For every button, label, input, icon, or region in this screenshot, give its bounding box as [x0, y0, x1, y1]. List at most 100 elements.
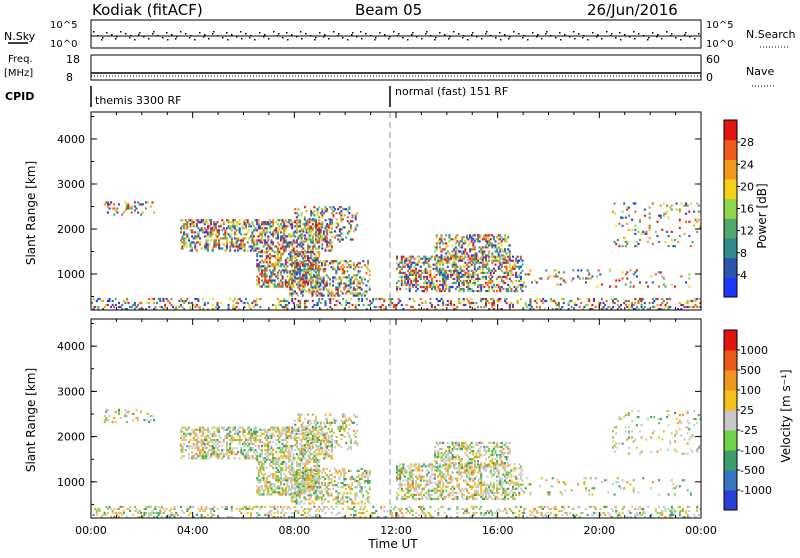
echo-cell — [614, 202, 616, 204]
echo-cell — [308, 270, 310, 272]
echo-cell — [239, 227, 241, 229]
echo-cell — [274, 483, 276, 485]
echo-cell — [321, 226, 323, 228]
echo-cell — [285, 469, 287, 471]
echo-cell — [259, 267, 261, 269]
echo-cell — [304, 288, 306, 290]
echo-cell — [549, 275, 551, 277]
echo-cell — [258, 235, 260, 237]
echo-cell — [316, 282, 318, 284]
echo-cell — [426, 278, 428, 280]
echo-cell — [318, 300, 320, 302]
echo-cell — [306, 277, 308, 279]
echo-cell — [239, 229, 241, 231]
echo-cell — [507, 262, 509, 264]
echo-cell — [520, 266, 522, 268]
echo-cell — [483, 286, 485, 288]
echo-cell — [267, 437, 269, 439]
echo-cell — [641, 300, 643, 302]
echo-cell — [134, 302, 136, 304]
echo-cell — [280, 483, 282, 485]
echo-cell — [291, 227, 293, 229]
echo-cell — [396, 268, 398, 270]
echo-cell — [223, 455, 225, 457]
echo-cell — [191, 247, 193, 249]
echo-cell — [506, 238, 508, 240]
echo-cell — [625, 273, 627, 275]
echo-cell — [339, 284, 341, 286]
echo-cell — [245, 298, 247, 300]
echo-cell — [444, 274, 446, 276]
echo-cell — [261, 279, 263, 281]
noise-point — [375, 37, 377, 39]
echo-cell — [193, 455, 195, 457]
echo-cell — [426, 262, 428, 264]
echo-cell — [679, 219, 681, 221]
echo-cell — [183, 443, 185, 445]
echo-cell — [491, 282, 493, 284]
echo-cell — [601, 298, 603, 300]
echo-cell — [263, 433, 265, 435]
echo-cell — [364, 264, 366, 266]
echo-cell — [288, 302, 290, 304]
echo-cell — [313, 245, 315, 247]
echo-cell — [207, 223, 209, 225]
echo-cell — [272, 243, 274, 245]
echo-cell — [269, 441, 271, 443]
echo-cell — [501, 264, 503, 266]
noise-point — [384, 34, 386, 36]
echo-cell — [665, 241, 667, 243]
echo-cell — [490, 272, 492, 274]
echo-cell — [685, 221, 687, 223]
echo-cell — [256, 459, 258, 461]
echo-cell — [264, 265, 266, 267]
echo-cell — [471, 240, 473, 242]
echo-cell — [193, 225, 195, 227]
echo-cell — [660, 205, 662, 207]
echo-cell — [321, 262, 323, 264]
echo-cell — [309, 236, 311, 238]
echo-cell — [418, 256, 420, 258]
echo-cell — [269, 286, 271, 288]
noise-point — [397, 35, 399, 37]
echo-cell — [522, 290, 524, 292]
echo-cell — [326, 274, 328, 276]
echo-cell — [529, 300, 531, 302]
echo-cell — [367, 262, 369, 264]
echo-cell — [517, 302, 519, 304]
echo-cell — [248, 306, 250, 308]
echo-cell — [286, 275, 288, 277]
echo-cell — [197, 227, 199, 229]
echo-cell — [205, 221, 207, 223]
echo-cell — [417, 264, 419, 266]
echo-cell — [501, 278, 503, 280]
echo-cell — [456, 270, 458, 272]
echo-cell — [305, 270, 307, 272]
echo-cell — [495, 244, 497, 246]
noise-point — [351, 34, 353, 36]
echo-cell — [299, 302, 301, 304]
echo-cell — [161, 306, 163, 308]
echo-cell — [209, 441, 211, 443]
echo-cell — [107, 304, 109, 306]
echo-cell — [199, 237, 201, 239]
noise-point — [620, 39, 622, 41]
echo-cell — [501, 270, 503, 272]
echo-cell — [340, 214, 342, 216]
echo-cell — [331, 290, 333, 292]
echo-cell — [321, 221, 323, 223]
echo-cell — [441, 256, 443, 258]
echo-cell — [123, 211, 125, 213]
echo-cell — [299, 234, 301, 236]
noise-point — [448, 38, 450, 40]
echo-cell — [342, 498, 344, 500]
echo-cell — [415, 276, 417, 278]
echo-cell — [501, 236, 503, 238]
echo-cell — [239, 443, 241, 445]
echo-cell — [294, 280, 296, 282]
freq-label-line1: Freq. — [8, 54, 33, 65]
echo-cell — [285, 267, 287, 269]
echo-cell — [283, 231, 285, 233]
echo-cell — [229, 247, 231, 249]
echo-cell — [253, 245, 255, 247]
